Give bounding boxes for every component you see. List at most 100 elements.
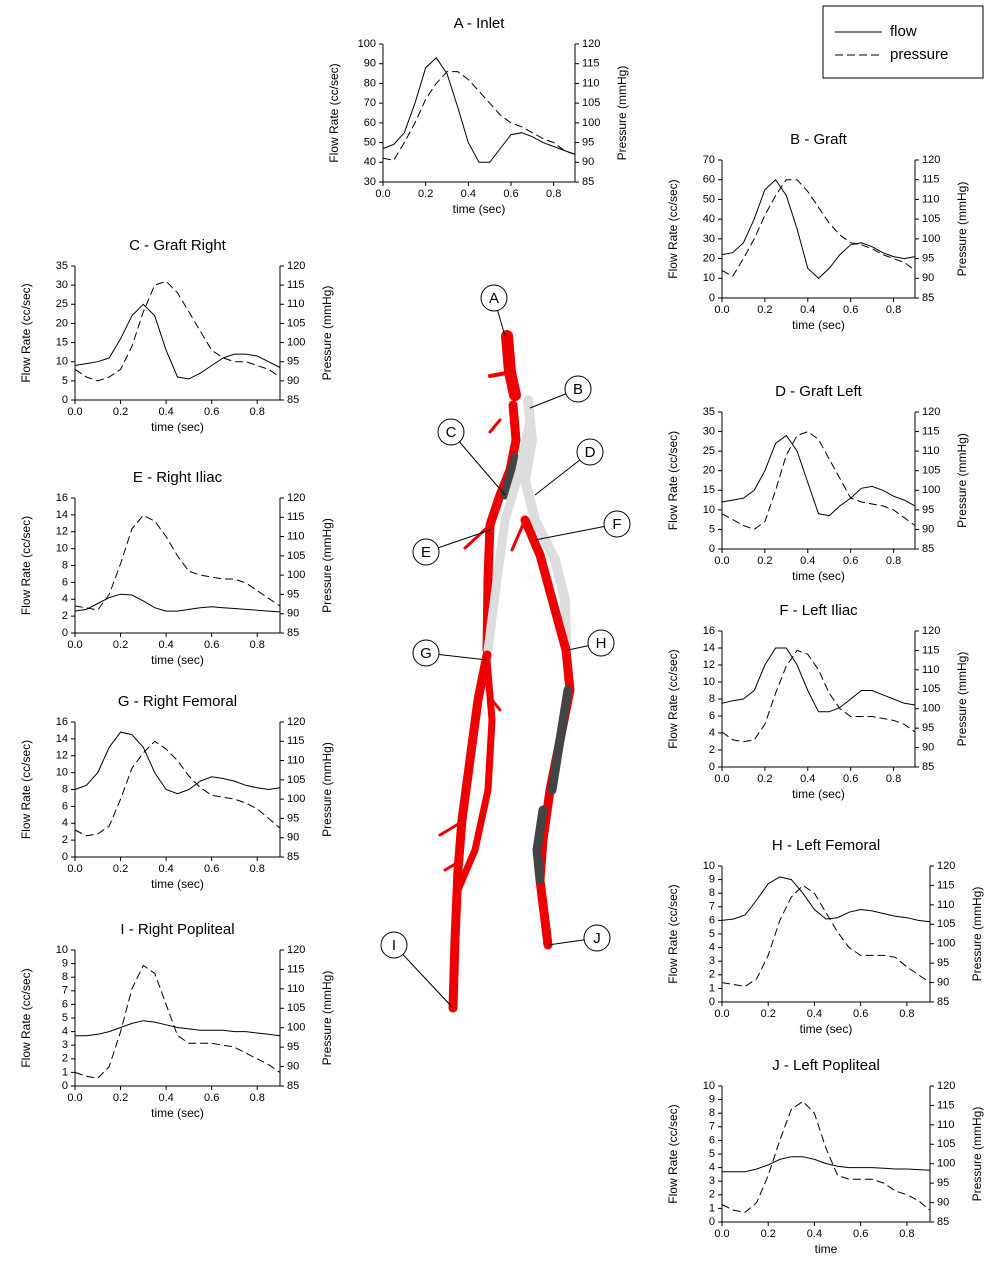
y-tick-label: 7 xyxy=(62,985,68,997)
chart-title: E - Right Iliac xyxy=(133,469,223,486)
y-tick-label: 5 xyxy=(709,928,715,940)
y-tick-label: 16 xyxy=(56,716,68,728)
x-tick-label: 0.8 xyxy=(886,773,901,785)
y2-tick-label: 85 xyxy=(287,851,299,863)
y-axis-label: Flow Rate (cc/sec) xyxy=(666,884,680,983)
callout-circle xyxy=(564,375,592,403)
vessel xyxy=(501,330,521,401)
x-axis-label: time (sec) xyxy=(151,877,204,891)
y-tick-label: 40 xyxy=(703,213,715,225)
callout-circle xyxy=(576,438,604,466)
chart-title: B - Graft xyxy=(790,131,848,148)
x-tick-label: 0.0 xyxy=(67,639,82,651)
y2-tick-label: 85 xyxy=(582,176,594,188)
y-tick-label: 4 xyxy=(62,817,68,829)
y-tick-label: 0 xyxy=(709,761,715,773)
y-tick-label: 6 xyxy=(62,800,68,812)
y2-tick-label: 100 xyxy=(937,1158,955,1170)
y2-tick-label: 85 xyxy=(287,1080,299,1092)
chart-title: D - Graft Left xyxy=(775,383,863,400)
x-axis-label: time (sec) xyxy=(453,202,506,216)
y2-axis-label: Pressure (mmHg) xyxy=(320,971,334,1066)
vessel xyxy=(532,685,573,885)
y2-tick-label: 115 xyxy=(287,279,305,291)
x-axis-label: time xyxy=(815,1242,838,1256)
y2-tick-label: 115 xyxy=(937,1099,955,1111)
y2-tick-label: 90 xyxy=(922,741,934,753)
x-tick-label: 0.0 xyxy=(714,555,729,567)
series-line xyxy=(722,1156,931,1173)
y-tick-label: 0 xyxy=(709,543,715,555)
series-line xyxy=(721,876,931,923)
callout-circle xyxy=(412,538,440,566)
y2-tick-label: 90 xyxy=(287,832,299,844)
y2-tick-label: 90 xyxy=(937,1196,949,1208)
y2-tick-label: 90 xyxy=(287,608,299,620)
y2-axis-label: Pressure (mmHg) xyxy=(320,742,334,837)
callout-label: E xyxy=(421,544,431,561)
y-tick-label: 10 xyxy=(56,767,68,779)
y-tick-label: 30 xyxy=(703,425,715,437)
x-tick-label: 0.4 xyxy=(158,406,173,418)
y2-tick-label: 110 xyxy=(922,664,940,676)
y-tick-label: 7 xyxy=(709,901,715,913)
y-tick-label: 1 xyxy=(709,982,715,994)
x-tick-label: 0.2 xyxy=(761,1008,776,1020)
y2-tick-label: 100 xyxy=(922,233,940,245)
y2-tick-label: 95 xyxy=(922,252,934,264)
y2-tick-label: 120 xyxy=(287,716,305,728)
y2-tick-label: 115 xyxy=(287,963,305,975)
y-tick-label: 6 xyxy=(709,1134,715,1146)
x-axis-label: time (sec) xyxy=(792,318,845,332)
series-line xyxy=(721,649,916,743)
y-tick-label: 4 xyxy=(709,942,715,954)
y-tick-label: 2 xyxy=(62,1053,68,1065)
x-tick-label: 0.6 xyxy=(503,188,518,200)
y-tick-label: 4 xyxy=(709,727,715,739)
y2-tick-label: 105 xyxy=(287,774,305,786)
y2-tick-label: 100 xyxy=(937,938,955,950)
x-tick-label: 0.6 xyxy=(204,863,219,875)
x-tick-label: 0.2 xyxy=(113,863,128,875)
y-tick-label: 14 xyxy=(56,733,68,745)
y-tick-label: 35 xyxy=(56,260,68,272)
x-tick-label: 0.6 xyxy=(843,304,858,316)
series-line xyxy=(74,731,281,795)
x-tick-label: 0.0 xyxy=(375,188,390,200)
y2-tick-label: 85 xyxy=(937,996,949,1008)
callout-label: G xyxy=(420,645,432,662)
y-tick-label: 8 xyxy=(62,559,68,571)
chart: B - Graft 0 10 20 30 40 50 60 70 85 90 95 100 105 110 1… xyxy=(666,131,969,332)
y-tick-label: 2 xyxy=(709,969,715,981)
series-line xyxy=(382,57,576,163)
y-tick-label: 5 xyxy=(62,1012,68,1024)
y2-tick-label: 85 xyxy=(922,761,934,773)
y2-tick-label: 120 xyxy=(937,860,955,872)
callout-circle xyxy=(583,924,611,952)
series-line xyxy=(74,740,281,837)
chart: D - Graft Left 0 5 10 15 20 25 30 35 85 90 95 100 105… xyxy=(666,383,969,583)
y-tick-label: 3 xyxy=(709,1175,715,1187)
y-tick-label: 25 xyxy=(56,298,68,310)
callout-circle xyxy=(437,418,465,446)
y2-tick-label: 110 xyxy=(922,445,940,457)
legend-label: pressure xyxy=(890,46,948,63)
x-tick-label: 0.0 xyxy=(714,304,729,316)
y-tick-label: 80 xyxy=(364,77,376,89)
y-axis-label: Flow Rate (cc/sec) xyxy=(19,740,33,839)
series-line xyxy=(721,647,916,713)
series-line xyxy=(721,884,931,988)
y-tick-label: 5 xyxy=(62,375,68,387)
y2-tick-label: 100 xyxy=(287,793,305,805)
x-tick-label: 0.0 xyxy=(67,863,82,875)
y2-tick-label: 90 xyxy=(287,375,299,387)
y2-tick-label: 85 xyxy=(937,1216,949,1228)
y2-axis-label: Pressure (mmHg) xyxy=(955,652,969,747)
series-line xyxy=(74,280,281,382)
y-tick-label: 35 xyxy=(703,406,715,418)
y-tick-label: 6 xyxy=(709,710,715,722)
vessel xyxy=(510,518,527,552)
y2-tick-label: 115 xyxy=(287,735,305,747)
y2-tick-label: 90 xyxy=(922,523,934,535)
legend-label: flow xyxy=(890,23,917,40)
